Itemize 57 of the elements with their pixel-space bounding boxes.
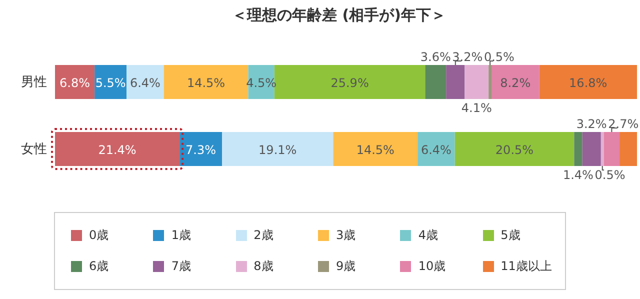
legend-label: 8歳 [254,258,274,275]
chart-title: ＜理想の年齢差 (相手が)年下＞ [231,6,447,26]
data-label: 2.7% [608,117,639,131]
data-label: 1.4% [562,168,594,182]
data-label: 0.5% [484,50,514,64]
legend-label: 2歳 [254,227,274,244]
data-label: 3.2% [452,50,483,64]
legend-label: 0歳 [89,227,109,244]
bar [539,65,637,99]
data-label: 19.1% [258,143,297,157]
bar [492,65,540,99]
legend-label: 9歳 [336,258,356,275]
data-label: 5.5% [95,76,126,90]
data-label: 0.5% [594,168,626,182]
bar [164,65,248,99]
data-label: 20.5% [495,143,534,157]
data-label: 21.4% [98,143,136,157]
legend-label: 3歳 [336,227,356,244]
data-label: 6.4% [130,76,160,90]
bar [446,65,465,99]
bar [600,132,604,166]
data-label: 7.3% [186,143,216,157]
legend-label: 5歳 [500,227,520,244]
bar [425,65,446,99]
data-label: 6.8% [60,76,90,90]
data-label: 3.2% [576,117,607,131]
data-label: 14.5% [186,76,226,90]
legend-label: 11歳以上 [500,258,552,275]
data-label: 6.4% [420,143,452,157]
y-tick-label: 男性 [21,75,47,90]
bar [126,65,164,99]
data-label: 14.5% [356,143,394,157]
bar [454,132,574,166]
legend-label: 6歳 [89,258,109,275]
data-label: 8.2% [500,76,531,90]
bar [274,65,426,99]
bar [418,132,455,166]
bar [620,132,637,166]
legend-label: 4歳 [418,227,438,244]
bar [464,65,489,99]
bar [333,132,418,166]
bar [574,132,582,166]
bar [55,65,95,99]
bar [222,132,334,166]
bar [604,132,620,166]
bar [582,132,601,166]
data-label: 16.8% [569,76,608,90]
legend-label: 10歳 [418,258,446,275]
bar [94,65,127,99]
y-tick-label: 女性 [21,142,47,158]
data-label: 4.1% [461,101,492,115]
legend-label: 1歳 [171,227,191,244]
data-label: 25.9% [330,76,369,90]
bar [180,132,222,166]
bar [488,65,492,99]
legend-label: 7歳 [171,258,191,275]
data-label: 3.6% [420,50,451,64]
